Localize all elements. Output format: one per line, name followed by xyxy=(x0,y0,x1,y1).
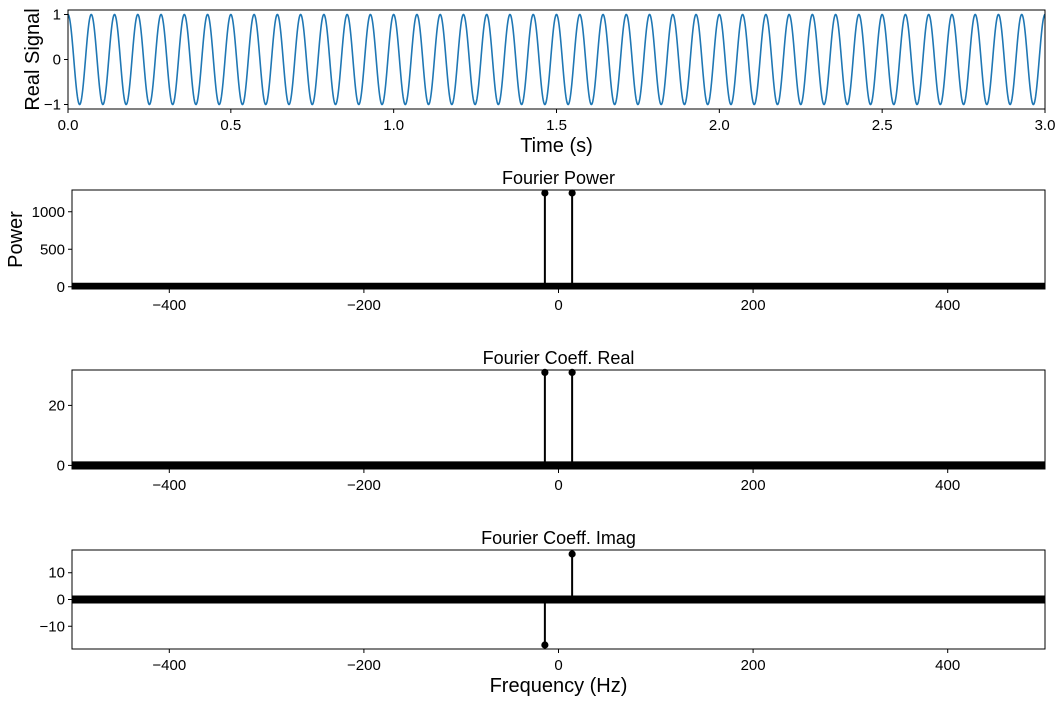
plot-area-4 xyxy=(72,554,1045,645)
y-tick-label: 0 xyxy=(57,457,65,474)
stem-marker-2 xyxy=(568,368,576,376)
stem-marker-1 xyxy=(541,368,549,376)
chart-title: Fourier Coeff. Imag xyxy=(481,528,636,548)
y-tick-label: −10 xyxy=(40,618,65,635)
panel-3: −400 −200 0 200 400 0 20 Fourier Coeff. Real xyxy=(48,348,1046,494)
x-tick-label: 400 xyxy=(935,297,960,314)
axes-frame-3 xyxy=(71,369,1046,470)
x-tick-label: 3.0 xyxy=(1035,117,1056,134)
x-tick-label: 0.5 xyxy=(220,117,241,134)
x-tick-label: 1.0 xyxy=(383,117,404,134)
chart-title: Fourier Coeff. Real xyxy=(483,348,635,368)
stem-marker-2 xyxy=(568,550,576,558)
panel-1: 0.0 0.5 1.0 1.5 2.0 2.5 3.0 −1 0 1 Time (s) Real Si… xyxy=(22,7,1055,158)
chart-title: Fourier Power xyxy=(502,168,615,188)
y-tick-label: 0 xyxy=(57,279,65,296)
x-tick-label: −200 xyxy=(347,297,381,314)
x-tick-label: 0 xyxy=(554,477,562,494)
y-axis-label: Real Signal xyxy=(22,8,44,110)
x-tick-label: −400 xyxy=(152,657,186,674)
x-axis-label: Time (s) xyxy=(520,135,593,157)
signal-line xyxy=(68,13,1045,106)
plot-area-2 xyxy=(72,193,1045,289)
x-tick-label: −400 xyxy=(152,477,186,494)
x-tick-label: 400 xyxy=(935,477,960,494)
plot-area-3 xyxy=(72,372,1045,469)
axes-frame-2 xyxy=(71,189,1046,290)
y-tick-label: 0 xyxy=(53,52,61,69)
stem-marker-1 xyxy=(541,189,549,197)
x-tick-label: −200 xyxy=(347,657,381,674)
x-tick-label: 0 xyxy=(554,657,562,674)
y-tick-label: 1 xyxy=(53,7,61,24)
x-tick-label: 0 xyxy=(554,297,562,314)
x-tick-label: 200 xyxy=(741,657,766,674)
stem-marker-2 xyxy=(568,189,576,197)
panel-4: −400 −200 0 200 400 −10 0 10 Fourier Coeff. Imag… xyxy=(40,528,1046,697)
y-tick-label: 20 xyxy=(48,397,65,414)
x-axis-label: Frequency (Hz) xyxy=(490,675,628,697)
panel-2: −400 −200 0 200 400 0 500 1000 Fourier Power Powe… xyxy=(5,168,1046,314)
y-axis-label: Power xyxy=(5,211,27,268)
x-tick-label: −400 xyxy=(152,297,186,314)
x-tick-label: 200 xyxy=(741,477,766,494)
plot-area-1 xyxy=(68,13,1045,106)
y-tick-label: 1000 xyxy=(32,204,65,221)
x-tick-label: 0.0 xyxy=(58,117,79,134)
y-tick-label: 500 xyxy=(40,241,65,258)
x-tick-label: 1.5 xyxy=(546,117,567,134)
y-tick-label: 10 xyxy=(48,565,65,582)
stem-marker-1 xyxy=(541,641,549,649)
x-tick-label: 2.5 xyxy=(872,117,893,134)
x-tick-label: 2.0 xyxy=(709,117,730,134)
y-tick-label: −1 xyxy=(44,97,61,114)
x-tick-label: 400 xyxy=(935,657,960,674)
x-tick-label: 200 xyxy=(741,297,766,314)
x-tick-label: −200 xyxy=(347,477,381,494)
y-tick-label: 0 xyxy=(57,592,65,609)
axes-frame-1 xyxy=(67,9,1046,110)
